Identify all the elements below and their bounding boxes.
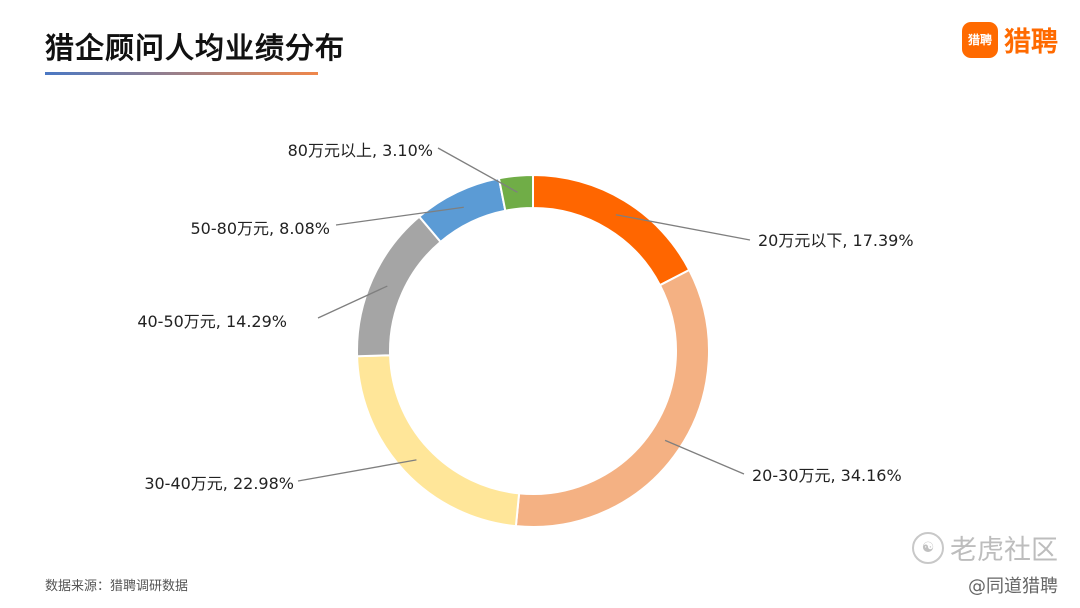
donut-slice <box>356 215 443 358</box>
donut-slice <box>514 268 710 528</box>
logo-text: 猎聘 <box>1004 27 1058 58</box>
leader-line <box>317 285 388 319</box>
brand-logo: 猎聘 猎聘 <box>962 20 1058 59</box>
credit-text: @同道猎聘 <box>968 576 1058 597</box>
donut-slice <box>356 354 521 528</box>
watermark-text: 老虎社区 <box>950 535 1058 566</box>
slice-label: 40-50万元, 14.29% <box>137 312 287 331</box>
slice-label: 20万元以下, 17.39% <box>758 231 914 250</box>
title-underline <box>45 72 318 75</box>
slice-label: 80万元以上, 3.10% <box>288 141 433 160</box>
leader-line <box>297 459 417 482</box>
donut-slice <box>532 173 691 287</box>
logo-badge-icon: 猎聘 <box>962 21 998 58</box>
donut-slice <box>497 173 534 212</box>
leader-line <box>664 439 745 475</box>
leader-line <box>437 147 518 193</box>
donut-slice <box>417 177 507 244</box>
watermark: ☯ 老虎社区 <box>912 528 1058 567</box>
data-source: 数据来源：猎聘调研数据 <box>45 579 189 594</box>
slice-label: 20-30万元, 34.16% <box>752 466 902 485</box>
slice-label: 30-40万元, 22.98% <box>144 474 294 493</box>
page-title: 猎企顾问人均业绩分布 <box>45 31 346 65</box>
slice-label: 50-80万元, 8.08% <box>191 219 331 238</box>
leader-line <box>335 206 464 226</box>
tiger-icon: ☯ <box>912 531 944 564</box>
leader-line <box>615 214 751 241</box>
